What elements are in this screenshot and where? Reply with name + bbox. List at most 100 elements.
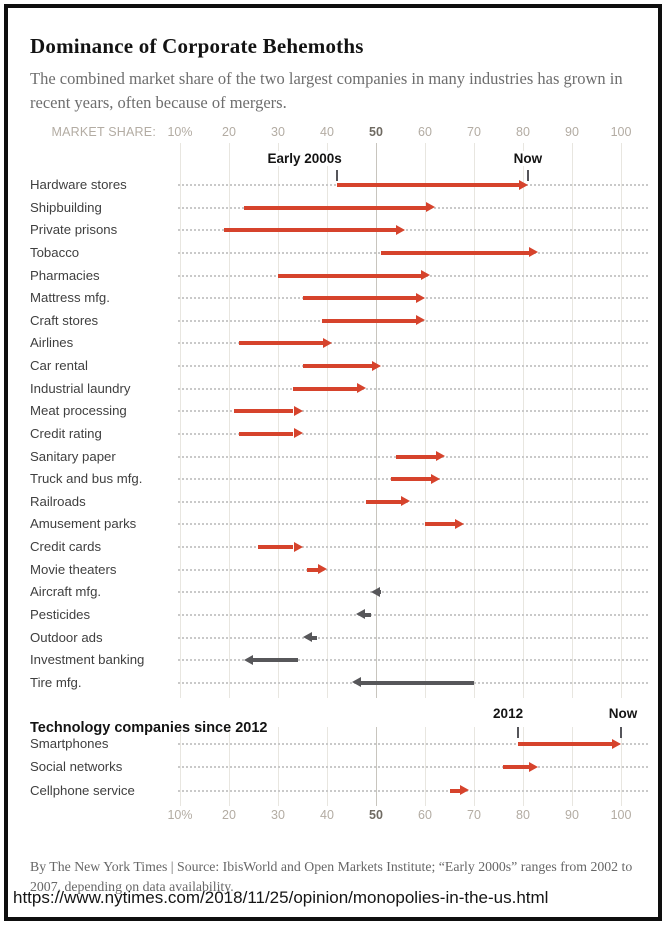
arrowhead-right-icon — [293, 428, 303, 439]
arrowhead-right-icon — [416, 315, 425, 326]
arrowhead-right-icon — [322, 337, 332, 348]
row-label: Shipbuilding — [30, 199, 102, 215]
row-leader-line — [178, 613, 648, 616]
row-label: Smartphones — [30, 736, 109, 751]
arrowhead-right-icon — [293, 405, 303, 416]
row-label: Sanitary paper — [30, 448, 116, 464]
row-leader-line — [178, 659, 648, 662]
row-label: Amusement parks — [30, 516, 137, 532]
arrow-bar — [365, 612, 372, 617]
now-tick-industries — [526, 170, 529, 181]
arrow-bar — [307, 567, 318, 572]
row-leader-line — [178, 365, 648, 368]
row-label: Airlines — [30, 335, 74, 351]
arrowhead-right-icon — [435, 451, 445, 462]
row-leader-line — [178, 500, 648, 503]
axis-tick-label: 60 — [418, 125, 432, 139]
arrow-bar — [233, 409, 294, 414]
gridline — [473, 143, 475, 698]
arrowhead-right-icon — [416, 292, 425, 303]
arrow-bar — [238, 431, 294, 436]
row-leader-line — [178, 523, 648, 526]
gridline — [179, 143, 181, 698]
row-label: Tire mfg. — [30, 674, 82, 690]
axis-tick-label: 60 — [418, 808, 432, 822]
row-label: Pesticides — [30, 606, 91, 622]
arrow-bar — [278, 273, 421, 278]
arrow-bar — [425, 522, 456, 527]
row-label: Craft stores — [30, 312, 99, 328]
page-title: Dominance of Corporate Behemoths — [30, 34, 364, 59]
axis-tick-label: 100 — [610, 125, 632, 139]
arrowhead-right-icon — [528, 761, 538, 772]
arrow-bar — [292, 386, 358, 391]
arrowhead-right-icon — [612, 738, 621, 749]
axis-tick-label: 40 — [320, 808, 334, 822]
arrow-bar — [503, 765, 529, 770]
arrowhead-right-icon — [528, 247, 538, 258]
arrow-bar — [224, 228, 397, 233]
arrow-bar — [360, 680, 474, 685]
row-leader-line — [178, 410, 648, 413]
gridline — [620, 143, 622, 698]
arrow-bar — [380, 590, 382, 595]
arrowhead-right-icon — [371, 360, 381, 371]
arrow-bar — [252, 658, 298, 663]
axis-tick-label: 80 — [516, 125, 530, 139]
arrow-bar — [302, 364, 372, 369]
axis-tick-label: 80 — [516, 808, 530, 822]
arrow-bar — [311, 635, 318, 640]
gridline — [571, 143, 573, 698]
row-label: Social networks — [30, 759, 123, 775]
arrowhead-right-icon — [420, 270, 430, 281]
early-2000s-tick — [335, 170, 338, 181]
row-label: Outdoor ads — [30, 629, 103, 645]
axis-tick-label: 20 — [222, 808, 236, 822]
arrowhead-left-icon — [243, 654, 253, 665]
row-label: Industrial laundry — [30, 380, 131, 396]
arrow-bar — [322, 318, 416, 323]
now-tick-technology — [620, 727, 622, 738]
row-label: Aircraft mfg. — [30, 584, 102, 600]
now-label-industries: Now — [510, 151, 546, 166]
row-label: Private prisons — [30, 222, 118, 238]
gridline — [375, 143, 377, 698]
gridline — [424, 143, 426, 698]
arrow-bar — [366, 499, 402, 504]
early-2000s-label: Early 2000s — [264, 151, 345, 166]
axis-tick-label: 30 — [271, 808, 285, 822]
arrow-bar — [390, 477, 431, 482]
axis-tick-label: 90 — [565, 808, 579, 822]
row-label: Truck and bus mfg. — [30, 471, 143, 487]
axis-tick-label: 10% — [167, 125, 193, 139]
row-leader-line — [178, 342, 648, 345]
row-leader-line — [178, 766, 648, 769]
page-subtitle: The combined market share of the two lar… — [30, 68, 623, 112]
2012-label: 2012 — [490, 706, 527, 721]
arrow-bar — [243, 205, 426, 210]
axis-tick-label: 10% — [167, 808, 193, 822]
arrowhead-left-icon — [371, 586, 381, 597]
row-label: Investment banking — [30, 652, 145, 668]
row-leader-line — [178, 568, 648, 571]
row-leader-line — [178, 591, 648, 594]
row-leader-line — [178, 743, 648, 745]
source-credit: By The New York Times | Source: IbisWorl… — [30, 858, 633, 895]
arrow-bar — [395, 454, 436, 459]
axis-tick-label: 100 — [610, 808, 632, 822]
axis-tick-label: 40 — [320, 125, 334, 139]
arrowhead-right-icon — [318, 564, 327, 575]
market-share-axis-prefix: MARKET SHARE: — [51, 125, 156, 139]
tech-section-title: Technology companies since 2012 — [30, 720, 268, 737]
row-label: Meat processing — [30, 403, 127, 419]
row-leader-line — [178, 546, 648, 549]
gridline — [228, 143, 230, 698]
axis-tick-label: 20 — [222, 125, 236, 139]
arrow-bar — [258, 545, 294, 550]
arrowhead-right-icon — [293, 541, 303, 552]
arrow-bar — [380, 250, 529, 255]
arrowhead-right-icon — [430, 473, 440, 484]
row-leader-line — [178, 229, 648, 232]
row-label: Tobacco — [30, 244, 80, 260]
